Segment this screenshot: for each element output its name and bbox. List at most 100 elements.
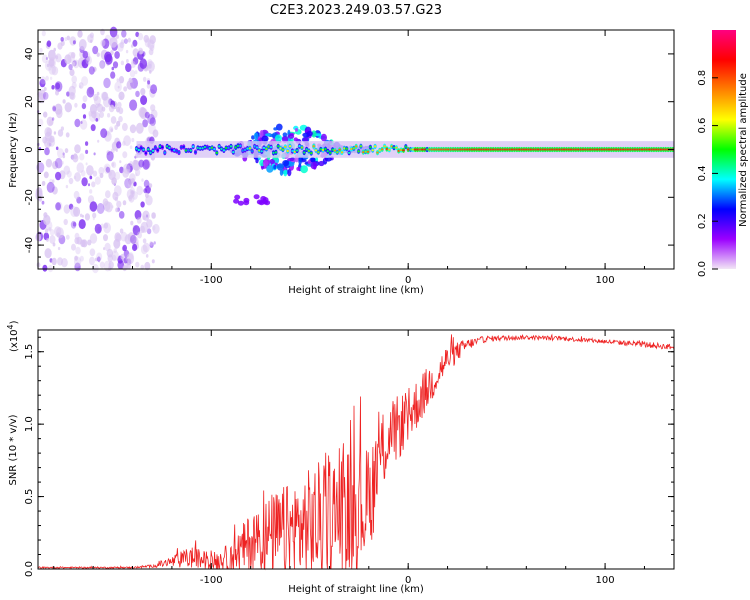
spectrogram-noise-cell [98,103,101,107]
spectrogram-noise-cell [126,262,131,270]
spectrogram-trace-core [492,148,495,151]
spectrogram-noise-cell [66,35,71,41]
spectrogram-noise-cell [74,102,78,108]
spectrogram-noise-cell [40,79,44,85]
spectrogram-trace-core [359,145,363,148]
spectrogram-noise-cell [135,31,140,38]
spectrogram-noise-cell [55,171,62,181]
spectrogram-noise-cell [64,148,69,154]
spectrogram-noise-cell [56,232,61,238]
spectrogram-trace-core [220,147,223,150]
snr-panel: -100 0 100 0.0 0.5 1.0 1.5 Height of straight … [6,320,675,595]
spectrogram-noise-cell [89,104,98,115]
spectrogram-trace-core [541,148,545,151]
spectrogram-noise-cell [122,244,127,252]
spectrogram-trace-core [562,148,566,151]
spectrogram-trace-core [636,148,639,151]
spectrogram-trace-core [262,146,266,149]
spectrogram-trace-core [279,147,282,150]
spectrogram-noise-cell [71,75,77,84]
spectrogram-noise-cell [122,151,128,159]
spectrogram-noise-cell [113,248,117,254]
spectrogram-noise-cell [81,59,89,69]
spectrogram-noise-cell [145,192,149,199]
spectrogram-trace-core [142,148,145,151]
spectrogram-noise-cell [146,83,151,89]
spectrogram-trace-core [161,146,164,149]
spectrogram-trace-core [265,147,268,150]
spectrogram-noise-cell [108,261,114,269]
spectrogram-noise-cell [48,57,56,69]
spectrogram-noise-cell [150,84,158,94]
spectrogram-noise-cell [115,207,119,213]
spectrogram-trace-core [227,146,230,149]
spectrogram-noise-cell [96,91,100,96]
spectrogram-noise-cell [116,106,120,113]
spectrogram-spread-cell [300,165,308,174]
spectrogram-noise-cell [52,242,56,247]
spectrogram-trace-core [218,145,221,148]
spectrogram-trace-core [643,148,646,151]
spectrogram-trace-core [437,148,441,151]
spectrogram-noise-cell [125,63,132,73]
spectrogram-noise-cell [79,213,83,218]
spectrogram-noise-cell [82,95,88,103]
spectrogram-noise-cell [79,255,84,262]
spectrogram-noise-cell [131,137,135,143]
spectrogram-spread-cell [296,166,301,171]
spectrogram-noise-cell [61,160,64,165]
spectrogram-noise-cell [89,233,98,244]
spectrogram-noise-cell [78,82,84,89]
spectrogram-noise-cell [99,61,105,69]
spectrogram-trace-core [284,145,287,148]
spectrogram-trace-core [466,148,469,151]
spectrogram-noise-cell [63,218,68,226]
spectrogram-noise-cell [150,109,158,119]
spectrogram-trace-core [499,148,502,151]
spectrogram-trace-core [378,149,381,152]
spectrogram-trace-core [570,148,573,151]
spectrogram-spread-cell [287,169,292,177]
spectrogram-noise-cell [122,168,130,178]
spectrogram-noise-cell [100,39,106,47]
spectrogram-trace-core [513,148,516,151]
spectrogram-trace-core [629,148,632,151]
spectrogram-trace-core [534,148,537,151]
spectrogram-trace-core [551,148,554,151]
spectrogram-xlabel: Height of straight line (km) [288,285,424,296]
spectrogram-trace-core [529,148,533,151]
spectrogram-ytick-label: 0 [24,146,35,152]
spectrogram-trace-core [487,148,490,151]
snr-xtick-label: 0 [405,575,411,586]
spectrogram-noise-cell [48,227,52,232]
spectrogram-noise-cell [65,132,70,138]
spectrogram-trace-core [258,149,261,152]
spectrogram-trace-core [260,150,263,153]
spectrogram-noise-cell [43,87,47,91]
spectrogram-noise-cell [87,183,91,187]
spectrogram-noise-cell [74,172,81,182]
spectrogram-trace-core [404,145,407,148]
spectrogram-noise-cell [69,68,75,77]
spectrogram-trace-core [456,148,459,151]
spectrogram-spread-cell [261,135,269,142]
spectrogram-noise-cell [90,39,93,43]
spectrogram-noise-cell [55,55,59,60]
spectrogram-noise-cell [94,176,101,185]
spectrogram-spread-cell [266,165,274,173]
spectrogram-noise-cell [43,214,51,226]
spectrogram-trace-core [248,147,252,150]
spectrogram-trace-core [449,148,452,151]
spectrogram-noise-cell [65,184,69,189]
spectrogram-noise-cell [113,185,122,197]
spectrogram-trace-core [645,148,648,151]
spectrogram-noise-cell [51,117,55,121]
spectrogram-trace-core [371,149,374,152]
spectrogram-trace-core [180,146,183,149]
spectrogram-trace-core [447,148,450,151]
spectrogram-noise-cell [81,76,89,86]
spectrogram-trace-core [170,148,174,151]
spectrogram-noise-cell [111,66,115,71]
spectrogram-trace-core [168,146,171,149]
